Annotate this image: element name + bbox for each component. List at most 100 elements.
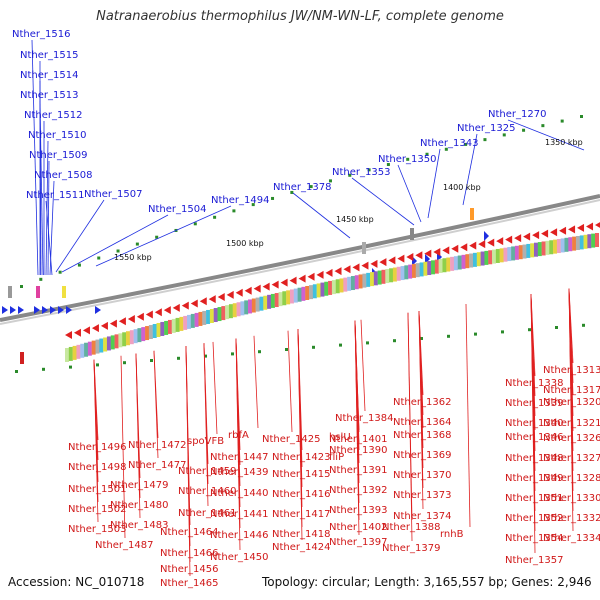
cog-stripe xyxy=(145,326,150,341)
scale-tick xyxy=(528,328,531,332)
gene-label-bottom: Nther_1503 xyxy=(68,524,126,535)
gene-label-top: Nther_1494 xyxy=(211,195,269,206)
gene-label-top: Nther_1515 xyxy=(20,50,78,61)
cog-stripe xyxy=(309,285,314,300)
gene-label-bottom: Nther_1496 xyxy=(68,442,126,453)
reverse-gene-arrow xyxy=(388,256,396,265)
cog-stripe xyxy=(438,258,443,273)
gene-label-bottom: Nther_1346 xyxy=(505,432,563,443)
cog-stripe xyxy=(84,342,89,357)
cog-stripe xyxy=(488,250,493,265)
gene-label-bottom: Nther_1326 xyxy=(543,433,600,444)
scale-tick xyxy=(232,209,236,213)
gene-label-bottom: Nther_1397 xyxy=(329,537,387,548)
cog-stripe xyxy=(305,285,310,300)
topology-text: Topology: circular; Length: 3,165,557 bp… xyxy=(262,575,592,589)
gene-label-bottom: Nther_1384 xyxy=(335,413,393,424)
gene-label-bottom: Nther_1466 xyxy=(160,548,218,559)
gene-label-bottom: Nther_1364 xyxy=(393,417,451,428)
gene-label-bottom: hslU xyxy=(329,432,351,443)
reverse-gene-arrow xyxy=(136,312,144,321)
cog-stripe xyxy=(244,300,249,315)
gene-label-bottom: Nther_1402 xyxy=(329,522,387,533)
scale-tick xyxy=(312,345,315,349)
reverse-gene-arrow xyxy=(505,235,513,244)
gene-leader-line xyxy=(507,119,585,151)
gene-label-top: Nther_1378 xyxy=(273,182,331,193)
gene-label-top: Nther_1511 xyxy=(26,190,84,201)
gene-label-bottom: Nther_1328 xyxy=(543,473,600,484)
scale-tick xyxy=(213,215,217,219)
gene-label-top: Nther_1325 xyxy=(457,123,515,134)
cog-stripe xyxy=(370,272,375,287)
cog-stripe xyxy=(472,252,477,267)
gene-label-bottom: Nther_1320 xyxy=(543,397,600,408)
cog-stripe xyxy=(541,241,546,256)
gene-label-bottom: Nther_1330 xyxy=(543,493,600,504)
scale-tick xyxy=(97,256,101,260)
cog-stripe xyxy=(476,252,481,267)
scale-tick xyxy=(367,168,371,172)
cog-stripe xyxy=(190,313,195,328)
scale-tick xyxy=(501,330,504,334)
reverse-gene-arrow xyxy=(334,267,342,276)
kbp-label: 1450 kbp xyxy=(336,215,374,224)
cog-stripe xyxy=(427,261,432,276)
forward-gene-arrow xyxy=(425,254,430,264)
reverse-gene-arrow xyxy=(541,229,549,238)
scale-tick xyxy=(541,124,545,128)
forward-gene-arrow xyxy=(50,306,56,314)
gene-label-bottom: Nther_1379 xyxy=(382,543,440,554)
cog-stripe xyxy=(511,246,516,261)
cog-stripe xyxy=(198,311,203,326)
gene-leader-line xyxy=(212,341,218,435)
gene-label-bottom: Nther_1313 xyxy=(543,365,600,376)
cog-stripe xyxy=(270,293,275,308)
cog-stripe xyxy=(171,318,176,333)
gene-leader-line xyxy=(462,133,478,206)
gene-label-bottom: Nther_1446 xyxy=(210,530,268,541)
cog-stripe xyxy=(526,243,531,258)
cog-stripe xyxy=(575,236,580,251)
cog-stripe xyxy=(595,233,599,247)
scale-tick xyxy=(425,152,429,156)
reverse-gene-arrow xyxy=(397,254,405,263)
gene-label-bottom: Nther_1393 xyxy=(329,505,387,516)
gene-label-bottom: rbfA xyxy=(228,430,249,441)
reverse-gene-arrow xyxy=(73,328,81,337)
reverse-gene-arrow xyxy=(181,301,189,310)
gene-leader-line xyxy=(235,338,241,466)
gene-leader-line xyxy=(47,160,50,276)
gene-label-bottom: Nther_1441 xyxy=(210,509,268,520)
gene-leader-line xyxy=(203,343,209,465)
gene-label-bottom: Nther_1339 xyxy=(505,398,563,409)
scale-tick xyxy=(155,235,159,239)
gene-block xyxy=(8,286,12,298)
gene-label-bottom: Nther_1483 xyxy=(110,520,168,531)
gene-leader-line xyxy=(95,205,232,267)
gene-label-bottom: Nther_1334 xyxy=(543,533,600,544)
reverse-gene-arrow xyxy=(577,223,585,232)
cog-stripe xyxy=(419,262,424,277)
cog-stripe xyxy=(152,324,157,339)
scale-tick xyxy=(582,323,585,327)
cog-stripe xyxy=(503,247,508,262)
forward-gene-arrow xyxy=(10,306,16,314)
gene-label-bottom: Nther_1391 xyxy=(329,465,387,476)
cog-stripe xyxy=(499,248,504,263)
cog-stripe xyxy=(122,332,127,347)
gene-label-bottom: Nther_1352 xyxy=(505,513,563,524)
reverse-gene-arrow xyxy=(118,317,126,326)
cog-stripe xyxy=(533,242,538,257)
reverse-gene-arrow xyxy=(586,222,594,231)
cog-stripe xyxy=(450,256,455,271)
cog-stripe xyxy=(518,245,523,260)
cog-stripe xyxy=(194,312,199,327)
cog-stripe xyxy=(507,247,512,262)
gene-leader-line xyxy=(287,330,293,433)
accession-text: Accession: NC_010718 xyxy=(8,575,145,589)
reverse-gene-arrow xyxy=(91,324,99,333)
gene-leader-line xyxy=(418,311,424,396)
gene-label-bottom: Nther_1460 xyxy=(178,486,236,497)
gene-label-bottom: rnhB xyxy=(440,529,464,540)
